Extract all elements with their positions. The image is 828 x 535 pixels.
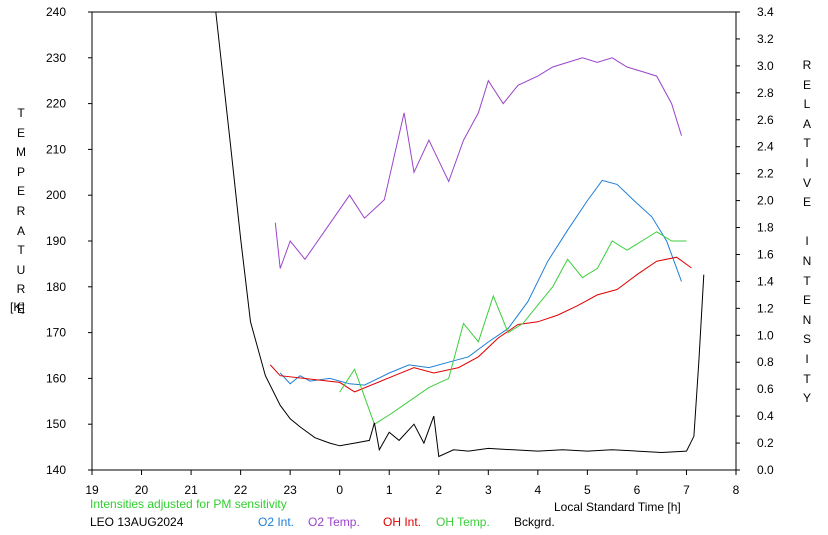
x-tick-label: 6 — [634, 483, 641, 497]
series-layer — [215, 11, 705, 458]
right-axis: 0.0 0.2 0.4 0.6 0.8 1.0 1.2 1.4 1.6 1.8 2.0 2.2 2.4 2… — [736, 5, 774, 477]
left-tick-label: 170 — [46, 326, 66, 340]
left-tick-label: 240 — [46, 5, 66, 19]
legend-o2-temp: O2 Temp. — [308, 515, 360, 529]
right-tick-label: 2.0 — [757, 194, 774, 208]
x-tick-label: 5 — [584, 483, 591, 497]
series-oh-int — [269, 256, 692, 393]
x-tick-label: 0 — [336, 483, 343, 497]
right-tick-label: 1.8 — [757, 221, 774, 235]
left-tick-label: 140 — [46, 463, 66, 477]
x-tick-label: 22 — [234, 483, 248, 497]
y-left-unit: [K] — [10, 300, 25, 314]
legend-bckgrd: Bckgrd. — [514, 515, 555, 529]
right-tick-label: 1.6 — [757, 247, 774, 261]
x-tick-label: 20 — [135, 483, 149, 497]
right-tick-label: 2.8 — [757, 86, 774, 100]
left-tick-label: 230 — [46, 51, 66, 65]
x-tick-label: 7 — [683, 483, 690, 497]
x-tick-label: 21 — [184, 483, 198, 497]
legend-o2-int: O2 Int. — [258, 515, 295, 529]
x-tick-label: 8 — [733, 483, 740, 497]
right-tick-label: 3.0 — [757, 59, 774, 73]
left-tick-label: 150 — [46, 417, 66, 431]
left-tick-label: 210 — [46, 142, 66, 156]
right-tick-label: 0.6 — [757, 382, 774, 396]
x-tick-label: 3 — [485, 483, 492, 497]
series-bckgrd — [215, 11, 705, 458]
right-tick-label: 0.2 — [757, 436, 774, 450]
left-tick-label: 190 — [46, 234, 66, 248]
x-tick-label: 23 — [283, 483, 297, 497]
x-tick-label: 19 — [85, 483, 99, 497]
left-tick-label: 220 — [46, 97, 66, 111]
right-tick-label: 1.0 — [757, 328, 774, 342]
right-tick-label: 2.4 — [757, 140, 774, 154]
right-tick-label: 1.2 — [757, 301, 774, 315]
legend-oh-int: OH Int. — [383, 515, 422, 529]
left-axis: 140 150 160 170 180 190 200 210 220 230 240 — [46, 5, 92, 477]
right-tick-label: 3.4 — [757, 5, 774, 19]
series-oh-temp — [339, 231, 687, 425]
right-tick-label: 3.2 — [757, 32, 774, 46]
right-tick-label: 2.6 — [757, 113, 774, 127]
left-tick-label: 160 — [46, 371, 66, 385]
x-tick-label: 2 — [435, 483, 442, 497]
x-tick-label: 1 — [386, 483, 393, 497]
legend-oh-temp: OH Temp. — [436, 515, 490, 529]
station-label: LEO 13AUG2024 — [90, 515, 184, 529]
right-tick-label: 0.8 — [757, 355, 774, 369]
left-tick-label: 180 — [46, 280, 66, 294]
right-tick-label: 0.0 — [757, 463, 774, 477]
x-axis: 19 20 21 22 23 0 1 2 3 4 5 6 7 8 — [85, 470, 740, 497]
right-tick-label: 2.2 — [757, 167, 774, 181]
right-tick-label: 1.4 — [757, 274, 774, 288]
plot-frame — [91, 11, 737, 471]
series-o2-temp — [274, 57, 682, 269]
x-tick-label: 4 — [535, 483, 542, 497]
x-axis-label: Local Standard Time [h] — [554, 500, 681, 514]
left-tick-label: 200 — [46, 188, 66, 202]
pm-note: Intensities adjusted for PM sensitivity — [90, 497, 287, 511]
right-tick-label: 0.4 — [757, 409, 774, 423]
series-o2-int — [279, 179, 682, 386]
